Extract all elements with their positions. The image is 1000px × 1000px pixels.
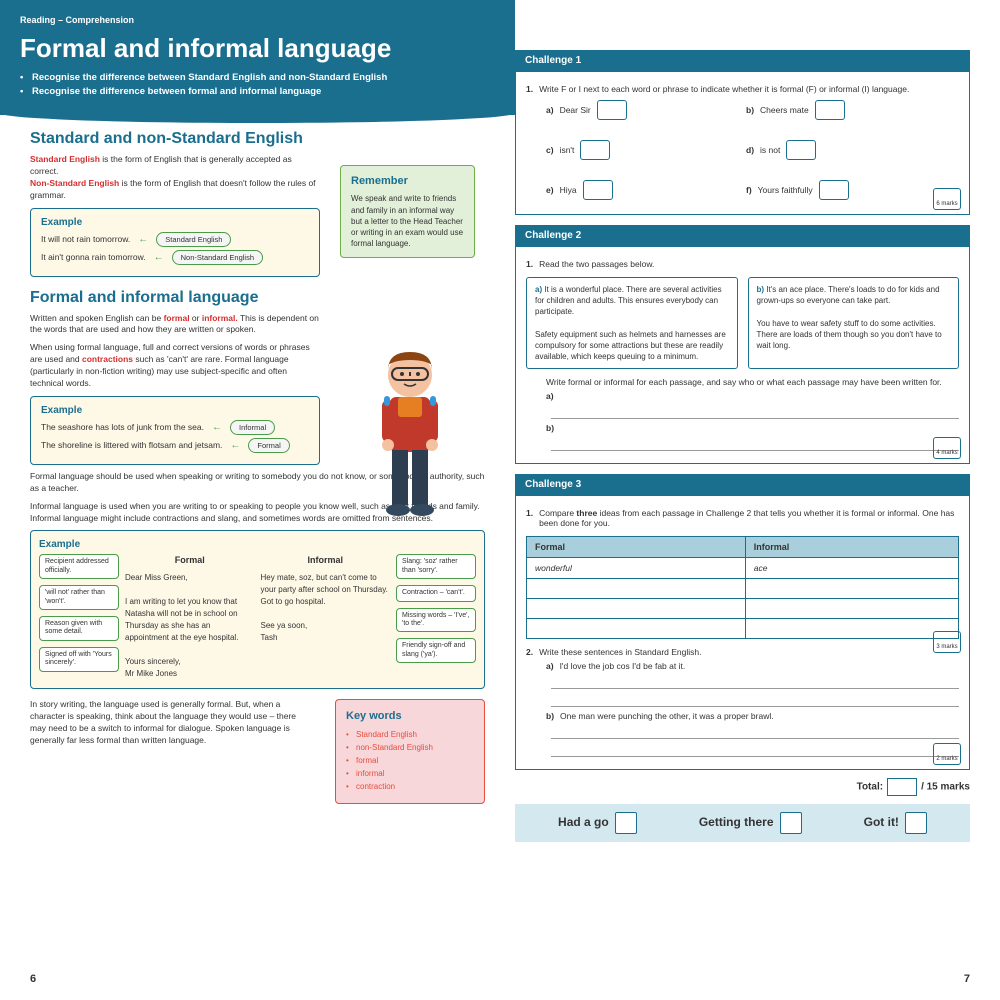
example-box: Example It will not rain tomorrow.←Stand… [30, 208, 320, 277]
challenge-body: 1.Write F or I next to each word or phra… [515, 71, 970, 215]
total-row: Total:/ 15 marks [515, 778, 970, 796]
objectives-list: Recognise the difference between Standar… [20, 72, 495, 97]
checkbox[interactable] [780, 812, 802, 834]
marks-box: 2 marks [933, 743, 961, 765]
question-text: Read the two passages below. [539, 259, 654, 269]
example-title: Example [41, 405, 309, 416]
body-text: Written and spoken English can be formal… [30, 313, 320, 337]
answer-box[interactable] [819, 180, 849, 200]
page-number: 6 [30, 973, 36, 985]
page-left: Reading – Comprehension Formal and infor… [0, 0, 500, 1000]
instruction-text: Write formal or informal for each passag… [546, 377, 959, 387]
answer-line[interactable] [551, 675, 959, 689]
keywords-title: Key words [346, 710, 474, 722]
objective-item: Recognise the difference between Standar… [20, 72, 495, 83]
answer-box[interactable] [815, 100, 845, 120]
passage-b: b) It's an ace place. There's loads to d… [748, 277, 960, 369]
page-title: Formal and informal language [20, 33, 495, 64]
informal-annotations: Slang: 'soz' rather than 'sorry'. Contra… [396, 554, 476, 680]
total-score-box[interactable] [887, 778, 917, 796]
answer-line[interactable] [551, 743, 959, 757]
remember-text: We speak and write to friends and family… [351, 193, 464, 249]
body-text: Standard English is the form of English … [30, 154, 320, 202]
question-text: Write F or I next to each word or phrase… [539, 84, 909, 94]
page-right: Challenge 1 1.Write F or I next to each … [500, 0, 1000, 1000]
answer-line[interactable] [551, 437, 959, 451]
remember-box: Remember We speak and write to friends a… [340, 165, 475, 258]
remember-title: Remember [351, 174, 464, 189]
challenge-header: Challenge 1 [515, 50, 970, 71]
formal-annotations: Recipient addressed officially. 'will no… [39, 554, 119, 680]
answer-line[interactable] [551, 725, 959, 739]
passage-a: a) It is a wonderful place. There are se… [526, 277, 738, 369]
comparison-table: FormalInformal wonderfulace [526, 536, 959, 639]
challenge-header: Challenge 2 [515, 225, 970, 246]
self-assessment: Had a go Getting there Got it! [515, 804, 970, 842]
answer-box[interactable] [580, 140, 610, 160]
answer-box[interactable] [786, 140, 816, 160]
example-title: Example [41, 217, 309, 228]
section-title: Formal and informal language [30, 289, 320, 307]
page-number: 7 [964, 973, 970, 985]
body-text: In story writing, the language used is g… [30, 699, 313, 798]
informal-letter: Informal Hey mate, soz, but can't come t… [261, 554, 391, 680]
answer-box[interactable] [597, 100, 627, 120]
example-box-large: Example Recipient addressed officially. … [30, 530, 485, 689]
question-text: Write these sentences in Standard Englis… [539, 647, 701, 657]
answer-line[interactable] [551, 693, 959, 707]
keywords-box: Key words Standard English non-Standard … [335, 699, 485, 804]
example-box: Example The seashore has lots of junk fr… [30, 396, 320, 465]
character-illustration [360, 340, 460, 540]
question-text: Compare three ideas from each passage in… [539, 508, 959, 528]
marks-box: 4 marks [933, 437, 961, 459]
formal-letter: Formal Dear Miss Green, I am writing to … [125, 554, 255, 680]
body-text: When using formal language, full and cor… [30, 342, 320, 390]
breadcrumb: Reading – Comprehension [20, 15, 495, 25]
challenge-header: Challenge 3 [515, 474, 970, 495]
answer-box[interactable] [583, 180, 613, 200]
checkbox[interactable] [615, 812, 637, 834]
section-title: Standard and non-Standard English [30, 130, 320, 148]
challenge-body: 1.Compare three ideas from each passage … [515, 495, 970, 770]
challenge-body: 1.Read the two passages below. a) It is … [515, 246, 970, 464]
example-title: Example [39, 539, 476, 550]
marks-box: 3 marks [933, 631, 961, 653]
objective-item: Recognise the difference between formal … [20, 86, 495, 97]
answer-line[interactable] [551, 405, 959, 419]
marks-box: 6 marks [933, 188, 961, 210]
checkbox[interactable] [905, 812, 927, 834]
page-header: Reading – Comprehension Formal and infor… [0, 0, 515, 115]
